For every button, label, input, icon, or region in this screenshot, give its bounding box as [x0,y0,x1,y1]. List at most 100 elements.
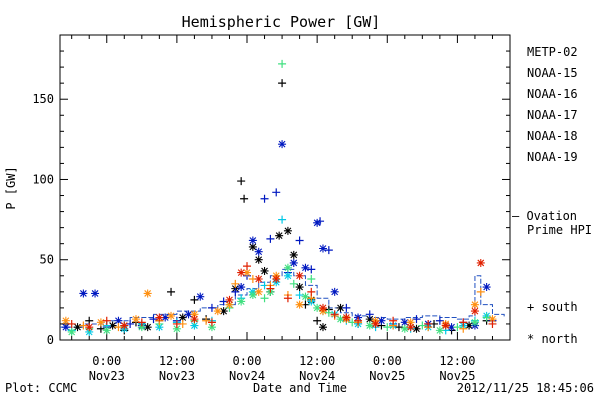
ovation-hpi-line [60,268,505,328]
x-tick-date-label: Nov23 [89,369,125,383]
south-marker [149,315,158,324]
south-marker [167,287,176,296]
north-marker [447,323,456,332]
north-marker [275,231,284,240]
south-marker [313,316,322,325]
south-marker [289,279,298,288]
north-marker [441,321,450,330]
south-marker [137,318,146,327]
north-marker [137,323,146,332]
south-marker [237,177,246,186]
north-marker [96,318,105,327]
north-marker [190,310,199,319]
north-marker [85,323,94,332]
south-marker [476,287,485,296]
south-marker [482,313,491,322]
north-marker [283,263,292,272]
north-marker [412,324,421,333]
x-tick-time-label: 0:00 [233,354,262,368]
north-marker [336,315,345,324]
north-marker [470,300,479,309]
south-marker [307,265,316,274]
x-axis-label: Date and Time [253,381,347,395]
south-marker [219,297,228,306]
north-marker [470,318,479,327]
north-marker [283,226,292,235]
x-tick-date-label: Nov25 [439,369,475,383]
north-marker [243,268,252,277]
x-tick-time-label: 12:00 [439,354,475,368]
north-marker [272,275,281,283]
north-marker [248,242,257,251]
north-marker [365,315,374,324]
north-marker [161,313,170,322]
south-marker [231,279,240,288]
legend-ovation-line2: Prime HPI [527,223,592,237]
south-marker [324,246,333,255]
north-marker [301,292,310,301]
north-marker [167,311,176,320]
x-axis: 0:00Nov2312:00Nov230:00Nov2412:00Nov240:… [71,35,493,383]
north-marker [476,258,485,267]
north-marker [91,289,100,298]
north-marker [219,307,228,316]
north-marker [330,287,339,296]
north-marker [225,300,234,309]
north-marker [248,236,257,245]
north-marker [371,319,380,328]
north-marker [289,250,298,259]
south-marker [394,323,403,332]
y-tick-label: 150 [32,92,54,106]
x-tick-time-label: 12:00 [159,354,195,368]
legend-ovation-line1: – Ovation [512,209,577,223]
south-marker [435,316,444,325]
south-marker [383,323,392,332]
south-marker [418,321,427,330]
south-marker [307,287,316,296]
series-metp-02 [61,79,491,335]
north-marker [254,247,263,256]
north-marker [488,315,497,324]
north-marker [172,324,181,333]
plot-credit: Plot: CCMC [5,381,77,395]
north-marker [260,266,269,275]
south-marker [278,79,287,88]
legend-item-noaa-16: NOAA-16 [527,87,578,101]
north-marker [254,255,263,264]
south-marker [207,318,216,327]
legend-item-noaa-19: NOAA-19 [527,150,578,164]
south-marker [316,217,325,226]
north-marker [225,295,234,304]
north-marker [237,297,246,306]
north-marker [196,292,205,301]
south-marker [240,194,249,203]
south-marker [307,275,316,283]
legend-north-marker: * north [527,332,578,346]
legend-item-noaa-15: NOAA-15 [527,66,578,80]
south-marker [126,319,135,328]
series-noaa-17 [67,59,491,336]
north-marker [67,327,76,336]
legend-south-marker: + south [527,300,578,314]
south-marker [459,318,468,327]
north-marker [73,323,82,332]
x-tick-date-label: Nov24 [229,369,265,383]
south-marker [172,319,181,328]
y-tick-label: 100 [32,172,54,186]
north-marker [114,316,123,325]
y-tick-label: 50 [40,253,54,267]
north-marker [313,218,322,227]
south-marker [278,59,287,68]
north-marker [61,316,70,325]
north-marker [79,289,88,298]
north-marker [61,323,70,332]
north-marker [406,323,415,332]
north-marker [400,318,409,327]
north-marker [248,291,257,300]
south-marker [207,303,216,312]
north-marker [295,283,304,292]
south-marker [260,194,269,203]
legend-item-noaa-18: NOAA-18 [527,129,578,143]
north-marker [120,321,129,330]
